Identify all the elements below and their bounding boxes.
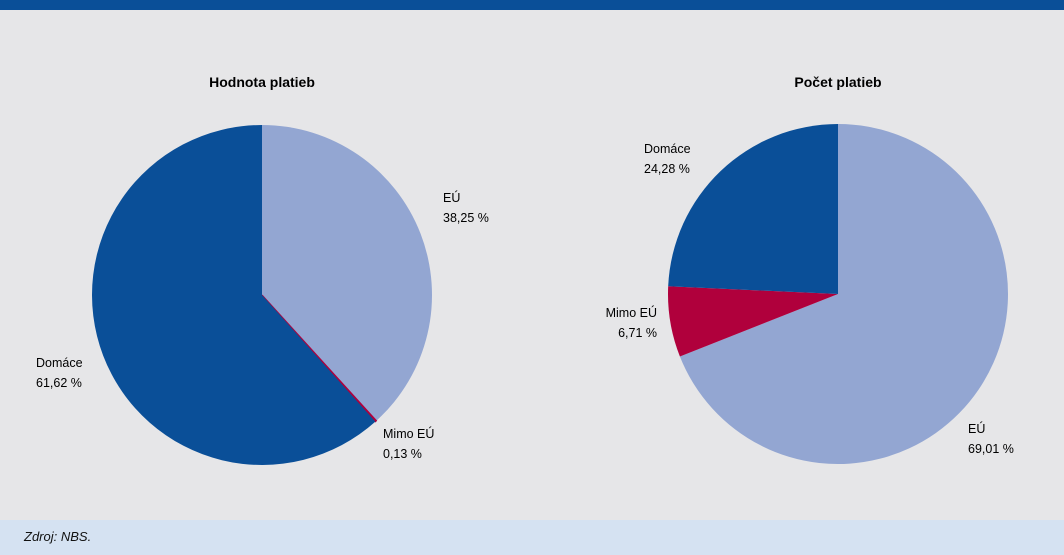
slice-label: EÚ [443, 190, 460, 205]
slice-value-label: 61,62 % [36, 376, 82, 390]
slice-value-label: 0,13 % [383, 447, 422, 461]
slice-label: Mimo EÚ [606, 305, 657, 320]
slice-value-label: 38,25 % [443, 211, 489, 225]
pie-chart-1: Hodnota platieb EÚ 38,25 % Mimo EÚ 0,13 % Dom… [36, 74, 489, 465]
slice-label: Mimo EÚ [383, 426, 434, 441]
slice-value-label: 24,28 % [644, 162, 690, 176]
pie-slice [261, 294, 378, 423]
pie-charts: Hodnota platieb EÚ 38,25 % Mimo EÚ 0,13 % Dom… [36, 74, 1014, 465]
chart-title: Hodnota platieb [209, 74, 315, 90]
source-note: Zdroj: NBS. [24, 529, 92, 544]
chart-area: Hodnota platieb EÚ 38,25 % Mimo EÚ 0,13 % Dom… [0, 10, 1064, 520]
pie-slice [668, 124, 838, 294]
header-bar [0, 0, 1064, 10]
pie-slice [92, 125, 376, 465]
slice-label: Domáce [36, 356, 83, 370]
source-bar: Zdroj: NBS. [0, 520, 1064, 555]
slice-value-label: 69,01 % [968, 442, 1014, 456]
chart-title: Počet platieb [794, 74, 881, 90]
pie-chart-2: Počet platieb EÚ 69,01 % Mimo EÚ 6,71 % Domác… [606, 74, 1014, 464]
pie-slice [262, 125, 433, 421]
pie-slice [679, 124, 1009, 464]
pie-slice [667, 286, 838, 357]
slice-label: EÚ [968, 421, 985, 436]
slice-label: Domáce [644, 142, 691, 156]
slice-value-label: 6,71 % [618, 326, 657, 340]
